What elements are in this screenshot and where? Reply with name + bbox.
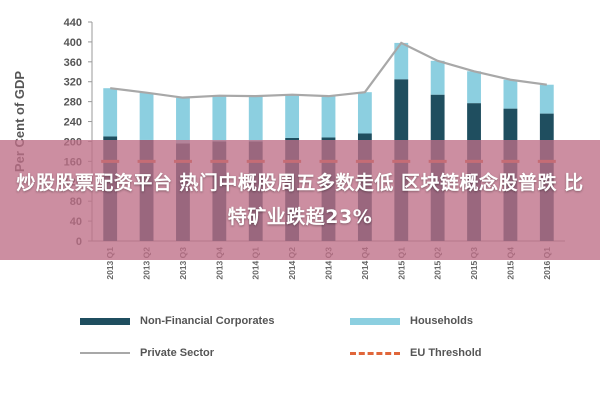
x-tick-label: 2015 Q4 [505, 247, 515, 280]
bar-households [539, 84, 554, 114]
legend-line-private-sector [80, 352, 130, 354]
y-tick-label: 280 [64, 97, 82, 109]
line-private-sector [110, 41, 547, 99]
headline-banner: 炒股股票配资平台 热门中概股周五多数走低 区块链概念股普跌 比特矿业跌超23% [0, 140, 600, 260]
bar-households [103, 88, 118, 137]
legend-swatch-households [350, 317, 400, 325]
bar-households [321, 96, 336, 138]
chart-legend: Non-Financial Corporates Households Priv… [80, 305, 550, 375]
x-tick-label: 2013 Q2 [142, 247, 152, 280]
legend-label-nfc: Non-Financial Corporates [140, 315, 275, 327]
bar-households [176, 97, 190, 144]
legend-line-eu-threshold [350, 351, 400, 355]
headline-text: 炒股股票配资平台 热门中概股周五多数走低 区块链概念股普跌 比特矿业跌超23% [16, 172, 584, 228]
bar-households [503, 79, 518, 109]
x-tick-label: 2014 Q3 [324, 247, 334, 280]
bar-households [248, 96, 263, 142]
bar-households [357, 92, 372, 134]
x-tick-label: 2015 Q1 [396, 247, 406, 280]
x-tick-label: 2015 Q3 [469, 247, 479, 280]
legend-item-households: Households [350, 311, 473, 331]
bar-households [430, 60, 445, 95]
legend-item-nfc: Non-Financial Corporates [80, 311, 274, 331]
legend-item-private-sector: Private Sector [80, 343, 214, 363]
x-tick-label: 2014 Q4 [360, 247, 370, 280]
bar-households [467, 71, 481, 104]
x-tick-label: 2013 Q3 [178, 247, 188, 280]
x-tick-label: 2016 Q1 [542, 247, 552, 280]
legend-label-households: Households [410, 315, 473, 327]
bar-households [212, 95, 227, 142]
y-tick-label: 360 [64, 57, 82, 69]
x-tick-label: 2014 Q1 [251, 247, 261, 280]
y-tick-label: 400 [64, 37, 82, 49]
y-tick-label: 440 [64, 17, 82, 29]
x-tick-label: 2013 Q4 [214, 247, 224, 280]
y-tick-label: 320 [64, 77, 82, 89]
x-tick-label: 2013 Q1 [105, 247, 115, 280]
x-tick-label: 2015 Q2 [433, 247, 443, 280]
x-tick-label: 2014 Q2 [287, 247, 297, 280]
y-tick-label: 240 [64, 117, 82, 129]
bar-households [139, 92, 154, 140]
bar-households [285, 94, 300, 138]
bar-households [394, 42, 409, 80]
legend-swatch-nfc [80, 317, 130, 325]
legend-label-eu-threshold: EU Threshold [410, 347, 482, 359]
legend-label-private-sector: Private Sector [140, 347, 214, 359]
legend-item-eu-threshold: EU Threshold [350, 343, 482, 363]
